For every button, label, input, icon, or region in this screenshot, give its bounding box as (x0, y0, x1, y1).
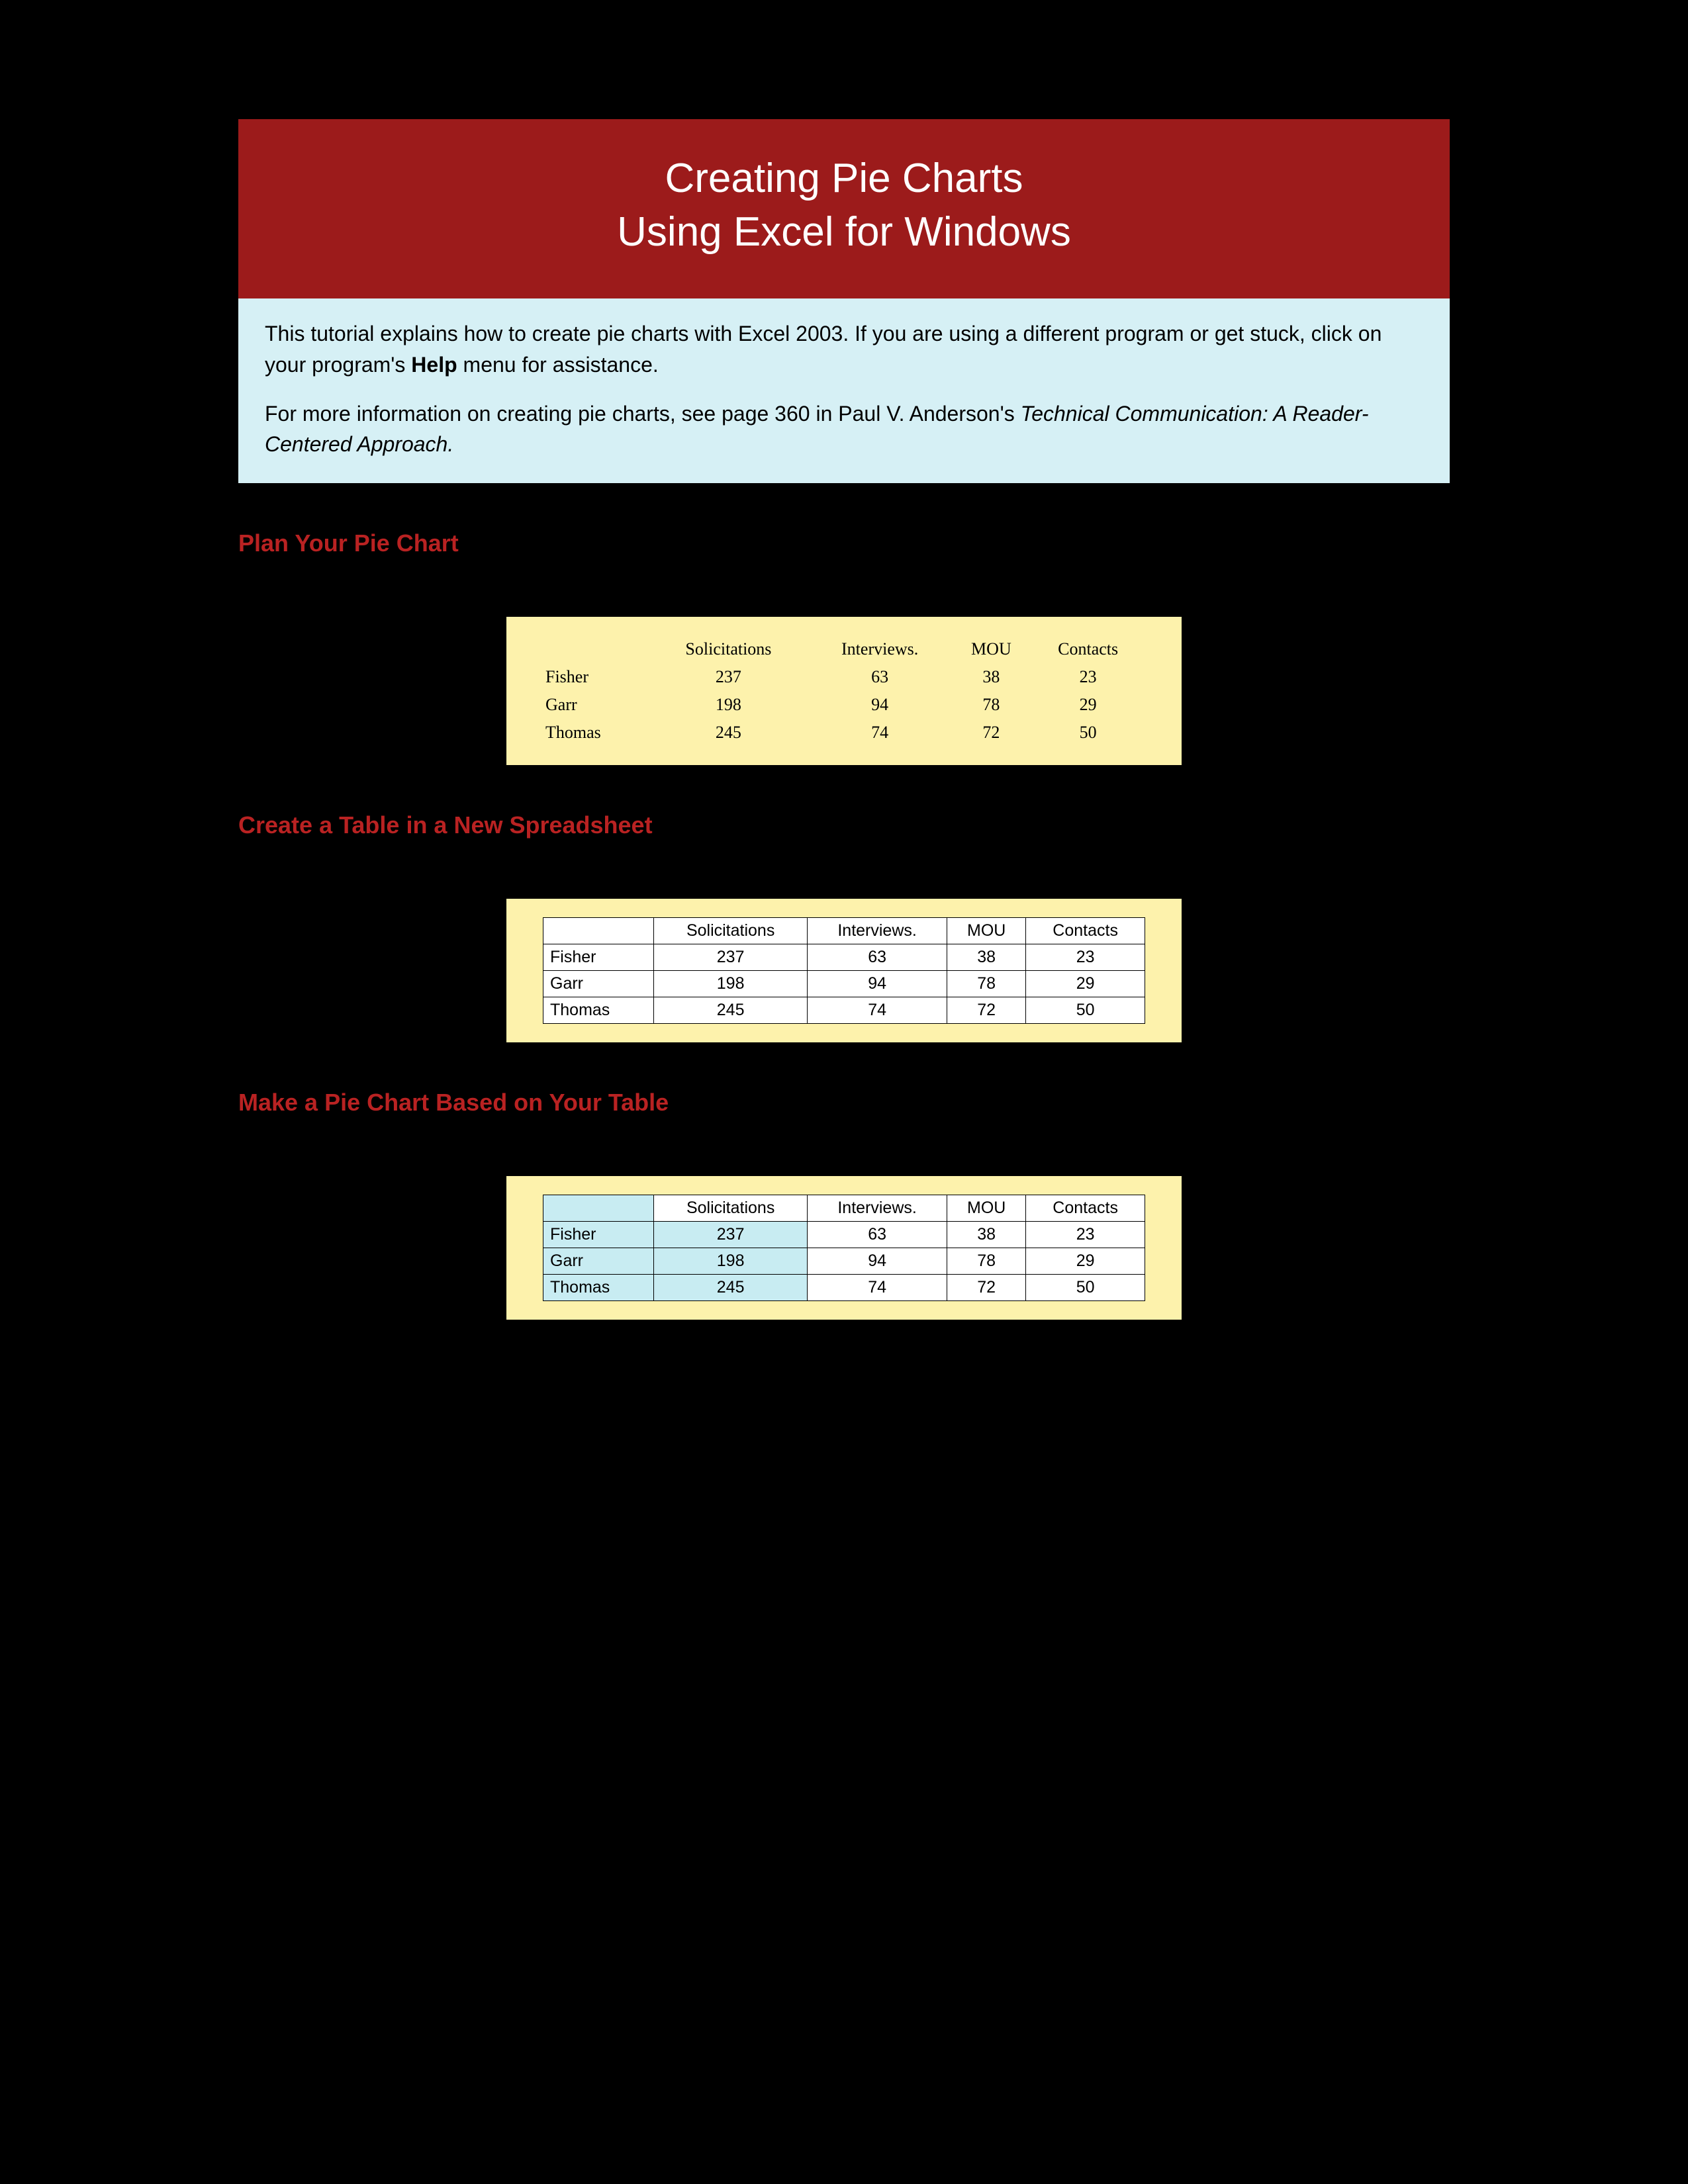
plain-table-container: Solicitations Interviews. MOU Contacts F… (506, 617, 1182, 765)
table-row: Thomas 245 74 72 50 (543, 719, 1145, 747)
highlighted-data-table: Solicitations Interviews. MOU Contacts F… (543, 1195, 1145, 1301)
col-blank (543, 635, 649, 663)
heading-make-pie: Make a Pie Chart Based on Your Table (238, 1089, 1450, 1116)
cell-val: 29 (1026, 1248, 1145, 1274)
cell-val: 237 (654, 1221, 808, 1248)
cell-val: 38 (947, 944, 1026, 970)
cell-val: 72 (952, 719, 1031, 747)
table-row: Fisher 237 63 38 23 (543, 1221, 1145, 1248)
plain-data-table: Solicitations Interviews. MOU Contacts F… (543, 635, 1145, 747)
cell-val: 72 (947, 1274, 1026, 1300)
col-contacts: Contacts (1031, 635, 1145, 663)
cell-val: 23 (1026, 944, 1145, 970)
intro-p1-bold: Help (411, 353, 457, 377)
tutorial-page: Creating Pie Charts Using Excel for Wind… (0, 0, 1688, 1320)
table-row: Thomas 245 74 72 50 (543, 997, 1145, 1023)
cell-name: Garr (543, 1248, 654, 1274)
cell-name: Garr (543, 691, 649, 719)
title-banner: Creating Pie Charts Using Excel for Wind… (238, 119, 1450, 298)
col-mou: MOU (952, 635, 1031, 663)
cell-val: 72 (947, 997, 1026, 1023)
title-line-2: Using Excel for Windows (252, 206, 1436, 259)
table-row: Fisher 237 63 38 23 (543, 663, 1145, 691)
col-mou: MOU (947, 1195, 1026, 1221)
cell-val: 74 (808, 719, 952, 747)
cell-val: 94 (808, 970, 947, 997)
cell-val: 198 (649, 691, 808, 719)
highlighted-table-container: Solicitations Interviews. MOU Contacts F… (506, 1176, 1182, 1320)
cell-val: 245 (649, 719, 808, 747)
table-row: Garr 198 94 78 29 (543, 970, 1145, 997)
title-line-1: Creating Pie Charts (252, 152, 1436, 206)
col-blank (543, 1195, 654, 1221)
intro-p2-pre: For more information on creating pie cha… (265, 402, 1021, 426)
intro-box: This tutorial explains how to create pie… (238, 298, 1450, 483)
cell-val: 94 (808, 691, 952, 719)
cell-name: Thomas (543, 997, 654, 1023)
cell-name: Thomas (543, 719, 649, 747)
intro-paragraph-2: For more information on creating pie cha… (265, 398, 1423, 460)
table-header-row: Solicitations Interviews. MOU Contacts (543, 635, 1145, 663)
table-header-row: Solicitations Interviews. MOU Contacts (543, 1195, 1145, 1221)
table-row: Thomas 245 74 72 50 (543, 1274, 1145, 1300)
cell-name: Garr (543, 970, 654, 997)
cell-val: 237 (654, 944, 808, 970)
table-row: Garr 198 94 78 29 (543, 691, 1145, 719)
cell-val: 50 (1026, 1274, 1145, 1300)
cell-val: 78 (947, 970, 1026, 997)
col-contacts: Contacts (1026, 1195, 1145, 1221)
cell-val: 245 (654, 1274, 808, 1300)
col-solicitations: Solicitations (649, 635, 808, 663)
cell-val: 50 (1026, 997, 1145, 1023)
col-blank (543, 917, 654, 944)
cell-val: 38 (952, 663, 1031, 691)
intro-p1-post: menu for assistance. (457, 353, 659, 377)
col-interviews: Interviews. (808, 917, 947, 944)
cell-val: 94 (808, 1248, 947, 1274)
cell-val: 78 (947, 1248, 1026, 1274)
cell-val: 198 (654, 970, 808, 997)
table-row: Garr 198 94 78 29 (543, 1248, 1145, 1274)
cell-val: 23 (1031, 663, 1145, 691)
col-solicitations: Solicitations (654, 917, 808, 944)
col-interviews: Interviews. (808, 635, 952, 663)
cell-name: Thomas (543, 1274, 654, 1300)
cell-val: 78 (952, 691, 1031, 719)
intro-paragraph-1: This tutorial explains how to create pie… (265, 318, 1423, 380)
cell-name: Fisher (543, 944, 654, 970)
col-interviews: Interviews. (808, 1195, 947, 1221)
cell-val: 63 (808, 944, 947, 970)
cell-val: 245 (654, 997, 808, 1023)
col-solicitations: Solicitations (654, 1195, 808, 1221)
cell-name: Fisher (543, 1221, 654, 1248)
cell-val: 29 (1026, 970, 1145, 997)
table-row: Fisher 237 63 38 23 (543, 944, 1145, 970)
table-header-row: Solicitations Interviews. MOU Contacts (543, 917, 1145, 944)
heading-create-table: Create a Table in a New Spreadsheet (238, 811, 1450, 839)
cell-val: 63 (808, 1221, 947, 1248)
grid-table-container: Solicitations Interviews. MOU Contacts F… (506, 899, 1182, 1042)
cell-val: 74 (808, 1274, 947, 1300)
cell-val: 198 (654, 1248, 808, 1274)
cell-val: 50 (1031, 719, 1145, 747)
cell-val: 38 (947, 1221, 1026, 1248)
cell-val: 237 (649, 663, 808, 691)
cell-name: Fisher (543, 663, 649, 691)
cell-val: 63 (808, 663, 952, 691)
cell-val: 29 (1031, 691, 1145, 719)
col-mou: MOU (947, 917, 1026, 944)
grid-data-table: Solicitations Interviews. MOU Contacts F… (543, 917, 1145, 1024)
cell-val: 23 (1026, 1221, 1145, 1248)
heading-plan: Plan Your Pie Chart (238, 529, 1450, 557)
col-contacts: Contacts (1026, 917, 1145, 944)
cell-val: 74 (808, 997, 947, 1023)
